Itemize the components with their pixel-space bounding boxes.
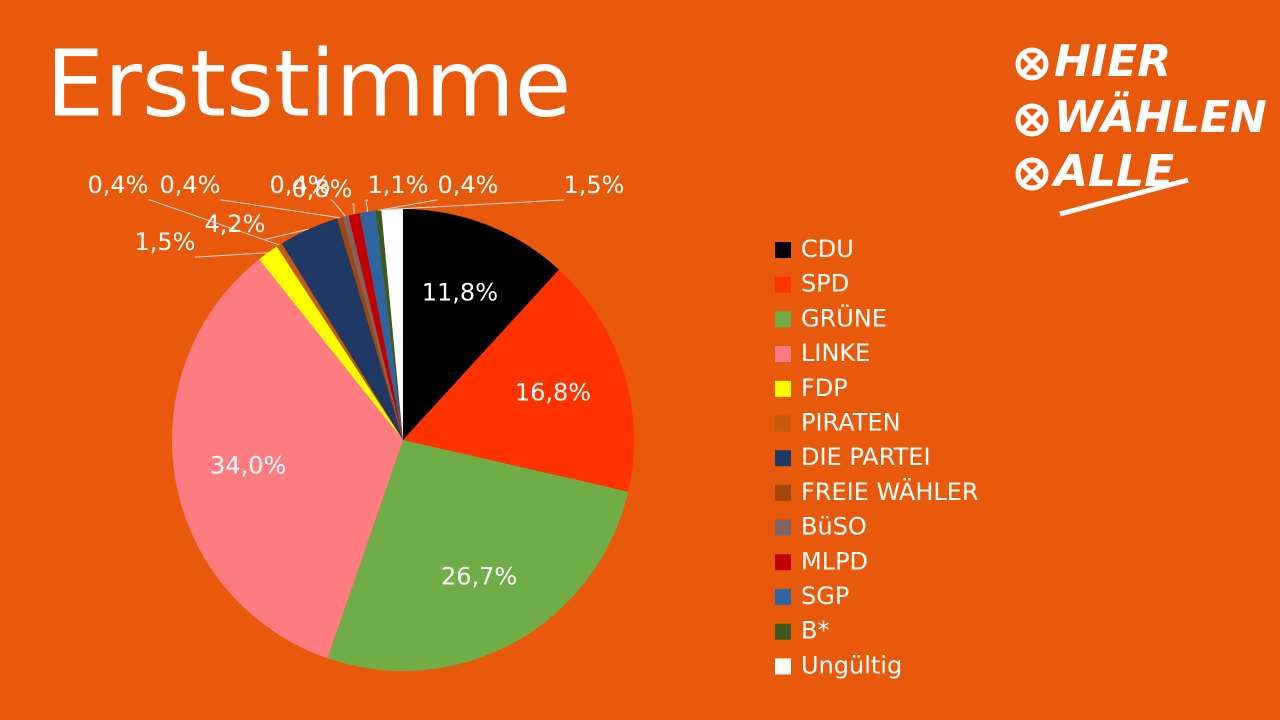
legend-swatch — [775, 519, 791, 536]
legend-label: MLPD — [801, 547, 868, 575]
leader-line — [220, 199, 341, 219]
pie-slice — [375, 210, 403, 440]
pie-slice — [381, 209, 403, 440]
data-label: 16,8% — [515, 378, 591, 406]
pie-slice — [359, 210, 403, 440]
legend-label: Ungültig — [801, 651, 902, 679]
legend-label: FDP — [801, 374, 848, 402]
data-label: 1,5% — [564, 171, 625, 199]
legend-swatch — [775, 311, 791, 328]
legend-swatch — [775, 554, 791, 571]
logo — [1015, 47, 1189, 217]
leader-line — [195, 252, 268, 258]
data-label: 0,8% — [292, 175, 353, 203]
legend-swatch — [775, 484, 791, 501]
data-label: 26,7% — [441, 562, 517, 590]
data-label: 0,4% — [438, 171, 499, 199]
logo-text: WÄHLEN — [1054, 90, 1267, 143]
legend-swatch — [775, 380, 791, 397]
legend-label: PIRATEN — [801, 409, 901, 437]
legend-label: BüSO — [801, 513, 867, 541]
pie-slice — [281, 218, 403, 440]
data-label: 0,4% — [160, 171, 221, 199]
leader-line — [352, 203, 355, 215]
logo-icon — [1020, 52, 1044, 76]
data-label: 11,8% — [422, 279, 498, 307]
pie-slice — [172, 259, 403, 659]
pie-slice — [342, 215, 403, 440]
logo-icon — [1020, 162, 1044, 186]
legend-swatch — [775, 346, 791, 363]
data-label: 4,2% — [205, 210, 266, 238]
legend-label: GRÜNE — [801, 303, 887, 332]
data-label: 1,1% — [368, 171, 429, 199]
legend-swatch — [775, 623, 791, 640]
legend-label: DIE PARTEI — [801, 443, 931, 471]
logo-icon — [1015, 103, 1049, 137]
legend-label: LINKE — [801, 339, 870, 367]
legend-label: SGP — [801, 582, 849, 610]
pie-slice — [337, 216, 403, 440]
logo-underline — [1059, 177, 1189, 217]
legend-label: CDU — [801, 235, 854, 263]
leader-line — [265, 228, 309, 240]
chart-title: Erststimme — [46, 30, 571, 137]
pie-slice — [276, 243, 403, 440]
logo-icon — [1015, 47, 1049, 81]
pie-slice — [259, 246, 403, 440]
legend-swatch — [775, 276, 791, 293]
data-label: 0,4% — [88, 171, 149, 199]
legend-swatch — [775, 450, 791, 467]
data-label: 34,0% — [210, 452, 286, 480]
pie-slice — [403, 209, 560, 440]
logo-text: ALLE — [1051, 146, 1174, 197]
legend-swatch — [775, 658, 791, 675]
pie-slice — [348, 213, 403, 440]
legend-swatch — [775, 589, 791, 605]
data-label: 1,5% — [135, 228, 196, 256]
leader-line — [378, 199, 438, 211]
leader-line — [392, 199, 564, 210]
leader-line — [365, 199, 369, 212]
legend-swatch — [775, 242, 791, 258]
legend-label: FREIE WÄHLER — [801, 477, 979, 506]
logo-icon — [1020, 108, 1044, 132]
logo-text: HIER — [1054, 36, 1171, 87]
leader-line — [330, 199, 346, 217]
pie-slice — [403, 269, 634, 492]
legend-swatch — [775, 415, 791, 432]
pie-slice — [327, 440, 629, 671]
legend-label: SPD — [801, 270, 849, 298]
legend-label: B* — [801, 617, 829, 645]
logo-icon — [1015, 157, 1049, 191]
leader-line — [148, 199, 280, 246]
data-label: 0,4% — [270, 171, 331, 199]
